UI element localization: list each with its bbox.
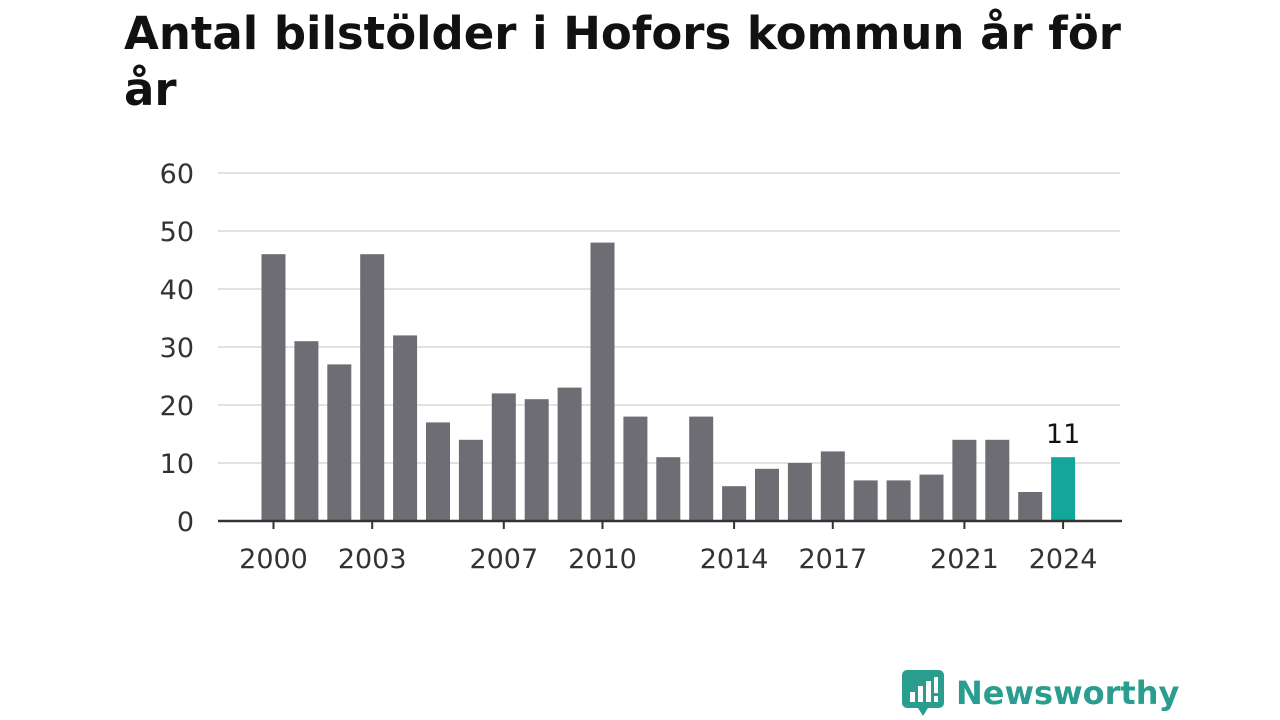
bars	[261, 242, 1076, 521]
bar-2014	[722, 486, 747, 521]
x-tick-label: 2017	[798, 544, 867, 575]
bar-2013	[689, 416, 714, 521]
y-tick-label: 50	[160, 217, 194, 248]
bar-2000	[261, 254, 286, 521]
newsworthy-logo-icon	[902, 670, 944, 716]
y-tick-label: 30	[160, 333, 194, 364]
bar-2018	[853, 480, 878, 521]
y-tick-label: 10	[160, 449, 194, 480]
y-tick-label: 0	[177, 507, 194, 538]
y-tick-label: 20	[160, 391, 194, 422]
x-axis-ticks: 2000 2003 2007 2010 2014 2017 2021 2024	[239, 521, 1097, 575]
x-tick-label: 2021	[930, 544, 999, 575]
bar-2016	[787, 463, 812, 521]
y-axis-ticks: 0 10 20 30 40 50 60	[160, 159, 194, 538]
bar-2008	[524, 399, 549, 521]
bar-2023	[1018, 492, 1043, 521]
x-tick-label: 2014	[700, 544, 769, 575]
bar-2005	[426, 422, 450, 521]
value-labels: 11	[1046, 419, 1080, 450]
bar-2022	[985, 439, 1010, 521]
x-tick-label: 2003	[338, 544, 407, 575]
x-tick-label: 2010	[568, 544, 637, 575]
bar-2012	[656, 457, 681, 521]
chart-title: Antal bilstölder i Hofors kommun år för …	[124, 7, 1121, 116]
x-tick-label: 2024	[1029, 544, 1098, 575]
bar-2007	[491, 393, 516, 521]
gridlines	[218, 172, 1120, 464]
bar-2019	[886, 480, 911, 521]
x-tick-label: 2000	[239, 544, 308, 575]
brand-name: Newsworthy	[956, 674, 1180, 712]
bar-2002	[327, 364, 352, 521]
bar-2020	[919, 474, 944, 521]
y-tick-label: 60	[160, 159, 194, 190]
bar-2003	[360, 254, 385, 521]
x-tick-label: 2007	[469, 544, 538, 575]
bar-2004	[393, 335, 418, 521]
bar-2006	[458, 439, 483, 521]
highlight-value-label: 11	[1046, 419, 1080, 450]
bar-2015	[755, 468, 779, 521]
y-tick-label: 40	[160, 275, 194, 306]
bar-2001	[294, 341, 319, 521]
brand-logo: Newsworthy	[902, 668, 1179, 718]
bar-2017	[820, 451, 845, 521]
bar-2024	[1051, 457, 1076, 521]
bar-2010	[590, 242, 615, 521]
bar-2021	[952, 439, 977, 521]
bar-2009	[557, 387, 582, 521]
bar-2011	[623, 416, 648, 521]
